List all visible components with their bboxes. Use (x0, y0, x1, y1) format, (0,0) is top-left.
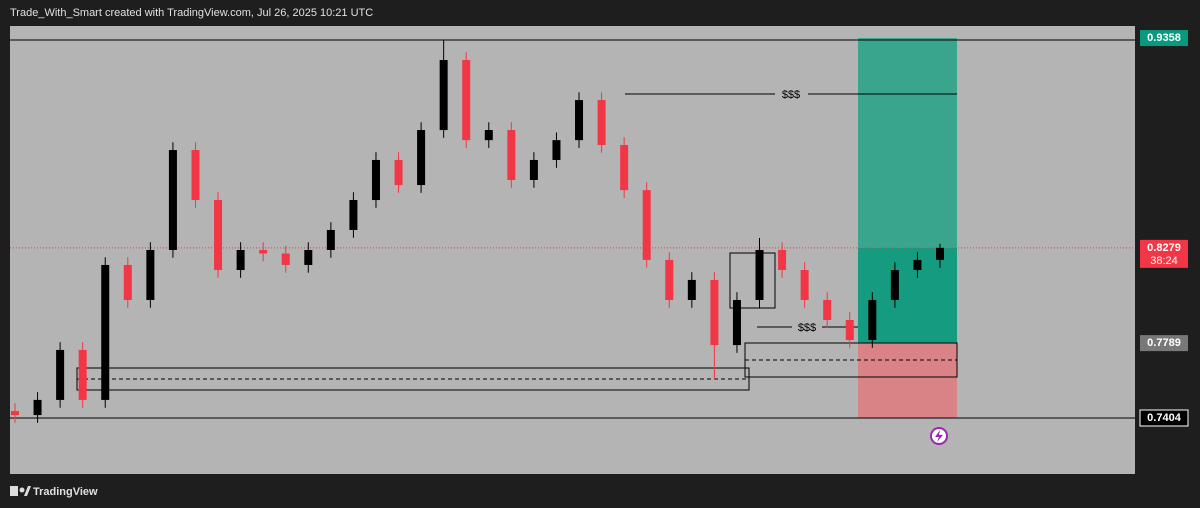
candle-body (936, 247, 944, 260)
candle-body (101, 264, 110, 400)
candle-body (304, 250, 313, 265)
candle-body (755, 250, 764, 300)
candle-body (56, 349, 65, 400)
candle-body (214, 200, 223, 271)
candle-body (642, 190, 651, 260)
candle-body (146, 250, 155, 300)
price-label: 0.9358 (1147, 32, 1181, 44)
plot-area (10, 26, 1135, 474)
candle-body (462, 60, 471, 141)
countdown: 38:24 (1150, 255, 1178, 267)
candle-body (484, 130, 493, 141)
candle-body (687, 279, 696, 300)
candle-body (168, 150, 177, 250)
candle-body (394, 159, 403, 186)
candle-body (281, 253, 290, 265)
annotation: $$$ (798, 322, 816, 334)
candle-body (552, 140, 561, 160)
annotation: $$$ (782, 89, 800, 101)
candle-body (123, 264, 132, 300)
candle-body (890, 270, 899, 300)
footer: TradingView (33, 486, 98, 498)
candle-body (191, 150, 200, 201)
candle-body (33, 399, 42, 416)
alert-icon[interactable] (930, 427, 948, 445)
candle-body (259, 250, 268, 254)
price-label-bg (1140, 239, 1188, 268)
candle-body (78, 349, 87, 400)
candle-body (326, 229, 335, 250)
price-label-bg (1140, 335, 1188, 352)
candle-body (529, 159, 538, 180)
candle-body (597, 100, 606, 145)
candle-body (349, 200, 358, 230)
price-label-bg (1139, 409, 1189, 427)
candle-body (800, 270, 809, 300)
candle-body (620, 145, 629, 191)
candle-body (575, 100, 584, 141)
candle-body (439, 60, 448, 131)
price-label: 0.7789 (1147, 337, 1181, 349)
candle-body (778, 250, 787, 271)
candle-body (371, 159, 380, 201)
stop-zone (858, 343, 957, 418)
target-zone (858, 38, 957, 248)
range-box (729, 252, 776, 309)
candle-body (417, 130, 426, 186)
candle-body (236, 250, 245, 271)
logo (10, 486, 31, 496)
price-label: 0.8279 (1147, 242, 1181, 254)
candle-body (868, 299, 877, 341)
header: Trade_With_Smart created with TradingVie… (10, 7, 373, 19)
price-label-bg (1140, 30, 1188, 47)
candle-body (845, 320, 854, 341)
candle-body (913, 259, 922, 271)
candle-body (665, 259, 674, 300)
candle-body (732, 299, 741, 346)
candle-body (823, 299, 832, 320)
candle-body (710, 279, 719, 346)
candle-body (11, 411, 19, 416)
price-label: 0.7404 (1147, 412, 1182, 424)
candle-body (507, 130, 516, 180)
